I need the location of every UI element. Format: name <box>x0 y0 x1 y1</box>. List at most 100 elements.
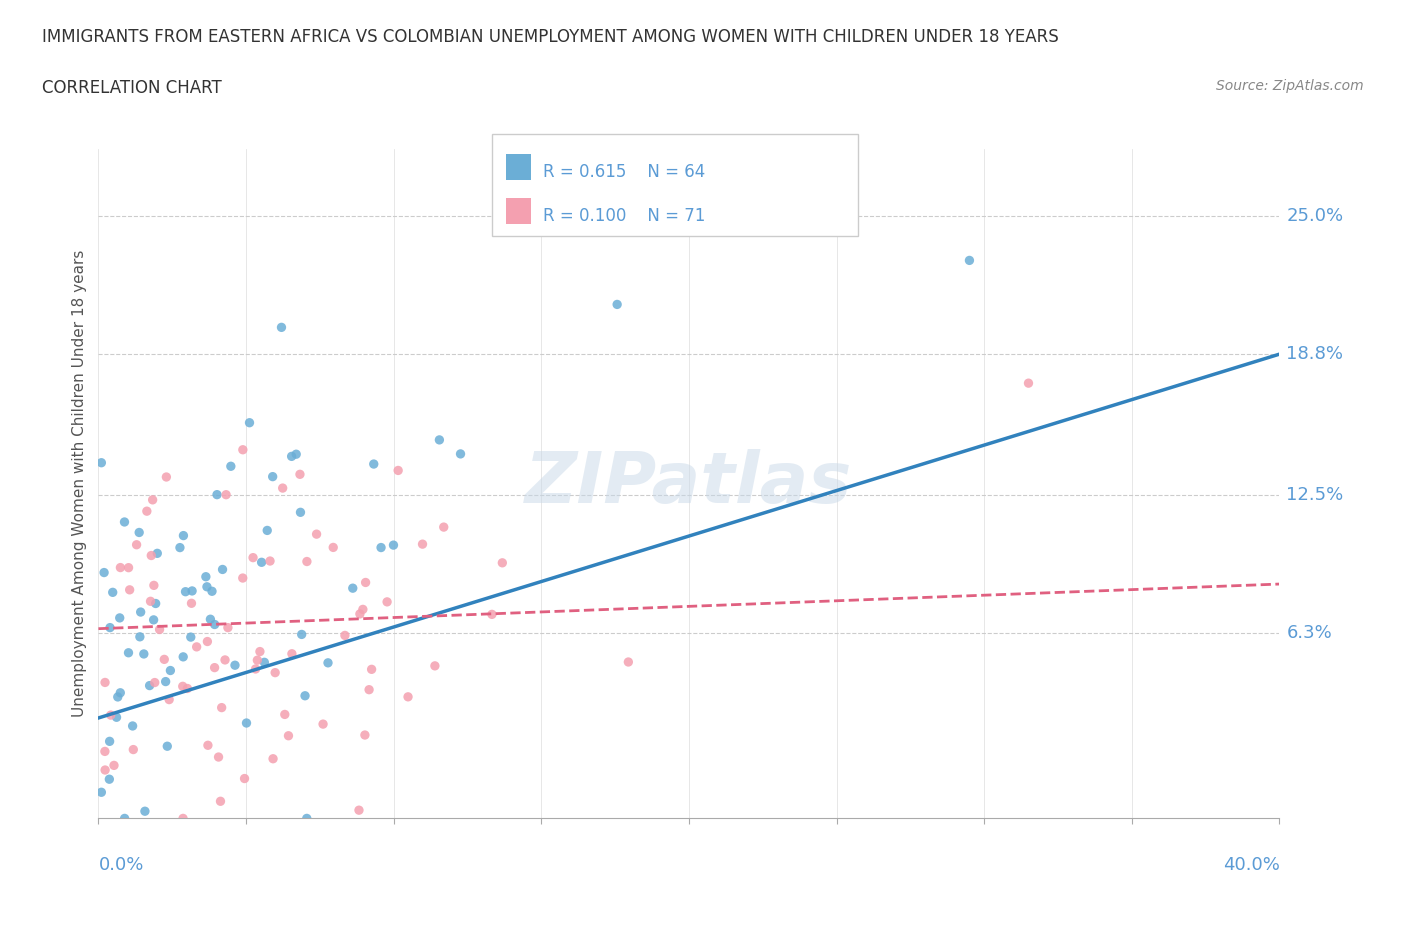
Point <box>211 700 233 715</box>
Point <box>270 320 292 335</box>
Point <box>322 540 344 555</box>
Point <box>205 487 228 502</box>
Point <box>94 675 117 690</box>
Point <box>285 446 308 461</box>
Point <box>316 656 339 671</box>
Text: CORRELATION CHART: CORRELATION CHART <box>42 79 222 97</box>
Point <box>207 750 229 764</box>
Point <box>121 719 143 734</box>
Point <box>253 655 276 670</box>
Point <box>232 571 254 586</box>
Point <box>259 553 281 568</box>
Point <box>256 523 278 538</box>
Point <box>349 606 371 621</box>
Point <box>122 742 145 757</box>
Point <box>232 443 254 458</box>
Point <box>209 794 232 809</box>
Point <box>291 627 314 642</box>
Point <box>125 538 148 552</box>
Point <box>186 640 208 655</box>
Point <box>288 467 311 482</box>
Point <box>233 771 256 786</box>
Point <box>117 560 139 575</box>
Point <box>617 655 640 670</box>
Point <box>450 446 472 461</box>
Point <box>143 675 166 690</box>
Point <box>117 645 139 660</box>
Point <box>94 744 117 759</box>
Point <box>375 594 398 609</box>
Point <box>108 610 131 625</box>
Point <box>204 660 226 675</box>
Point <box>354 575 377 590</box>
Point <box>295 554 318 569</box>
Point <box>129 604 152 619</box>
Point <box>110 685 132 700</box>
Point <box>90 456 112 471</box>
Point <box>142 613 165 628</box>
Point <box>294 688 316 703</box>
Point <box>101 585 124 600</box>
Point <box>201 584 224 599</box>
Point <box>90 785 112 800</box>
Point <box>194 569 217 584</box>
Point <box>491 555 513 570</box>
Point <box>363 457 385 472</box>
Point <box>387 463 409 478</box>
Point <box>176 681 198 696</box>
Point <box>141 548 163 563</box>
Point <box>157 692 180 707</box>
Point <box>197 737 219 752</box>
Point <box>172 649 194 664</box>
Point <box>250 555 273 570</box>
Text: 18.8%: 18.8% <box>1286 345 1344 363</box>
Text: 0.0%: 0.0% <box>98 856 143 873</box>
Point <box>262 470 284 485</box>
Point <box>347 803 370 817</box>
Point <box>153 652 176 667</box>
Point <box>200 612 222 627</box>
Point <box>204 618 226 632</box>
Point <box>172 679 194 694</box>
Point <box>295 811 318 826</box>
Point <box>145 596 167 611</box>
Text: 12.5%: 12.5% <box>1286 485 1344 504</box>
Point <box>132 646 155 661</box>
Point <box>333 628 356 643</box>
Point <box>134 804 156 818</box>
Point <box>98 734 121 749</box>
Point <box>169 540 191 555</box>
Text: IMMIGRANTS FROM EASTERN AFRICA VS COLOMBIAN UNEMPLOYMENT AMONG WOMEN WITH CHILDR: IMMIGRANTS FROM EASTERN AFRICA VS COLOMB… <box>42 28 1059 46</box>
Text: 40.0%: 40.0% <box>1223 856 1279 873</box>
Point <box>277 728 299 743</box>
Point <box>139 594 162 609</box>
Point <box>245 661 267 676</box>
Point <box>396 689 419 704</box>
Point <box>606 297 628 312</box>
Point <box>271 481 294 496</box>
Point <box>128 630 150 644</box>
Point <box>195 579 218 594</box>
Point <box>103 758 125 773</box>
Point <box>197 634 219 649</box>
Point <box>1017 376 1039 391</box>
Point <box>148 622 170 637</box>
Point <box>155 470 177 485</box>
Point <box>262 751 284 766</box>
Point <box>959 253 981 268</box>
Point <box>159 663 181 678</box>
Point <box>142 578 165 592</box>
Point <box>242 551 264 565</box>
Point <box>214 653 236 668</box>
Point <box>305 526 328 541</box>
Point <box>110 560 132 575</box>
Text: R = 0.100    N = 71: R = 0.100 N = 71 <box>543 207 704 225</box>
Point <box>280 449 302 464</box>
Point <box>142 492 165 507</box>
Point <box>105 710 128 724</box>
Point <box>352 602 374 617</box>
Point <box>312 717 335 732</box>
Text: 6.3%: 6.3% <box>1286 624 1333 642</box>
Point <box>98 772 121 787</box>
Point <box>118 582 141 597</box>
